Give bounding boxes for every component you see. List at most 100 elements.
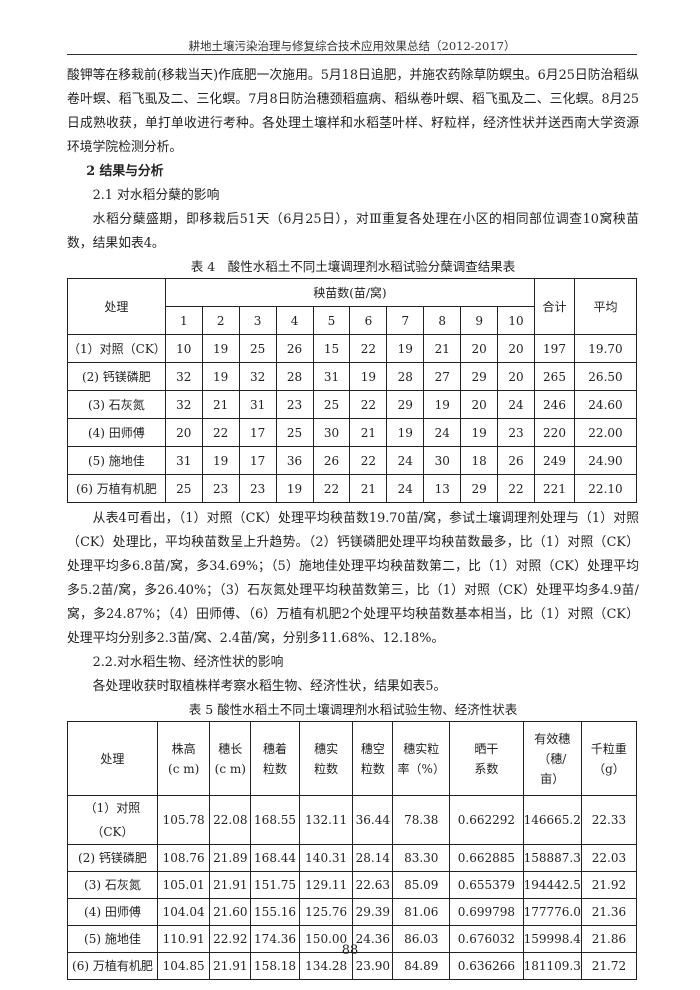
seedling-count: 32 [238, 362, 277, 391]
seedling-count: 17 [238, 418, 277, 447]
trait-value: 22.33 [580, 795, 638, 845]
trait-value: 129.11 [298, 871, 354, 899]
section-heading-results: 2 结果与分析 [86, 164, 164, 179]
trait-value: 22.08 [209, 795, 252, 845]
table5: 处理 株高 (c m) 穗长 (c m) 穗着 粒数 穗实 粒数 穗空 粒数 穗实粒 率（%） 晒干 系数有… [67, 721, 638, 980]
t4-subheader-2: 2 [201, 306, 240, 335]
t4-subheader-5: 5 [312, 306, 351, 335]
trait-value: 104.04 [156, 898, 211, 926]
row-average: 24.60 [573, 390, 638, 419]
table4: 处理 秧苗数(苗/窝) 合计 平均 1 2 3 4 5 6 7 8 9 10 （1）对照（CK） 1… [67, 278, 638, 503]
seedling-count: 23 [238, 474, 277, 503]
t5-header-7: 晒干 系数 [449, 721, 524, 796]
t4-header-total: 合计 [534, 278, 575, 335]
table4-caption: 表 4 酸性水稻土不同土壤调理剂水稻试验分蘖调查结果表 [190, 259, 516, 274]
t4-subheader-4: 4 [275, 306, 314, 335]
t5-header-line: 有效穗 [534, 731, 571, 746]
seedling-count: 24 [497, 390, 536, 419]
table-row: (4) 田师傅 104.04 21.60 155.16 125.76 29.39 81.06… [67, 898, 638, 926]
t5-header-line: 系数 [474, 761, 499, 776]
t5-header-line: 亩） [540, 771, 565, 786]
t5-header-line: 穗长 [218, 741, 243, 756]
trait-value: 21.89 [209, 844, 252, 872]
seedling-count: 19 [349, 362, 388, 391]
trait-value: 36.44 [352, 795, 394, 845]
seedling-count: 36 [275, 446, 314, 475]
trait-value: 181109.3 [522, 952, 582, 980]
trait-value: 23.90 [352, 952, 394, 980]
seedling-count: 32 [164, 362, 203, 391]
row-average: 24.90 [573, 446, 638, 475]
seedling-count: 22 [349, 446, 388, 475]
subsection-heading-tillering: 2.1 对水稻分蘖的影响 [92, 188, 220, 203]
trait-value: 21.92 [580, 871, 638, 899]
t5-header-6: 穗实粒率（%） [392, 721, 451, 796]
t5-header-line: 处理 [100, 751, 125, 766]
seedling-count: 24 [386, 474, 425, 503]
seedling-count: 19 [386, 334, 425, 363]
t5-header-line: 株高 [171, 741, 196, 756]
row-total: 220 [534, 418, 575, 447]
trait-value: 85.09 [392, 871, 451, 899]
seedling-count: 29 [386, 390, 425, 419]
table-row: (5) 施地佳 110.91 22.92 174.36 150.00 24.36 86.03… [67, 925, 638, 953]
trait-value: 22.03 [580, 844, 638, 872]
row-average: 22.00 [573, 418, 638, 447]
seedling-count: 20 [460, 390, 499, 419]
t4-subheader-9: 9 [460, 306, 499, 335]
seedling-count: 21 [349, 474, 388, 503]
seedling-count: 29 [460, 474, 499, 503]
table-row: (3) 石灰氮 105.01 21.91 151.75 129.11 22.63 85.09… [67, 871, 638, 899]
trait-value: 105.78 [156, 795, 211, 845]
row-total: 197 [534, 334, 575, 363]
running-header: 耕地土壤污染治理与修复综合技术应用效果总结（2012-2017） [188, 39, 516, 53]
t5-header-line: 率（%） [397, 761, 445, 776]
t5-header-1: 株高 (c m) [156, 721, 211, 796]
table-row: (5) 施地佳 31 19 17 36 26 22 24 30 18 26 249 24.90 [67, 446, 638, 475]
t5-header-2: 穗长 (c m) [209, 721, 252, 796]
trait-value: 108.76 [156, 844, 211, 872]
seedling-count: 10 [164, 334, 203, 363]
t5-header-line: 穗实粒 [403, 741, 440, 756]
t4-subheader-8: 8 [423, 306, 462, 335]
trait-value: 84.89 [392, 952, 451, 980]
trait-value: 83.30 [392, 844, 451, 872]
seedling-count: 21 [423, 334, 462, 363]
trait-value: 21.91 [209, 871, 252, 899]
trait-value: 0.676032 [449, 925, 524, 953]
seedling-count: 28 [275, 362, 314, 391]
seedling-count: 20 [460, 334, 499, 363]
table-row: （1）对照（CK） 105.78 22.08 168.55 132.11 36.44 78.… [67, 795, 638, 845]
paragraph-methods: 酸钾等在移栽前(移栽当天)作底肥一次施用。5月18日追肥，并施农药除草防螟虫。6… [67, 68, 639, 155]
trait-value: 146665.2 [522, 795, 582, 845]
trait-value: 151.75 [250, 871, 300, 899]
seedling-count: 20 [497, 362, 536, 391]
seedling-count: 26 [312, 446, 351, 475]
seedling-count: 31 [238, 390, 277, 419]
trait-value: 29.39 [352, 898, 394, 926]
t5-header-8: 有效穗 （穗/亩） [522, 721, 582, 796]
trait-value: 0.636266 [449, 952, 524, 980]
seedling-count: 25 [275, 418, 314, 447]
paragraph-traits: 各处理收获时取植株样考察水稻生物、经济性状，结果如表5。 [92, 679, 447, 694]
trait-value: 21.60 [209, 898, 252, 926]
t5-header-5: 穗空 粒数 [352, 721, 394, 796]
treatment-name: (3) 石灰氮 [67, 390, 166, 419]
treatment-name: (3) 石灰氮 [67, 871, 158, 899]
seedling-count: 31 [312, 362, 351, 391]
header-rule [67, 54, 637, 55]
row-total: 246 [534, 390, 575, 419]
table-row: (6) 万植有机肥 104.85 21.91 158.18 134.28 23.90 84.… [67, 952, 638, 980]
seedling-count: 22 [201, 418, 240, 447]
row-average: 26.50 [573, 362, 638, 391]
seedling-count: 24 [386, 446, 425, 475]
row-total: 265 [534, 362, 575, 391]
t4-subheader-7: 7 [386, 306, 425, 335]
seedling-count: 22 [497, 474, 536, 503]
t4-header-average: 平均 [573, 278, 638, 335]
trait-value: 0.655379 [449, 871, 524, 899]
t5-header-0: 处理 [67, 721, 158, 796]
trait-value: 22.63 [352, 871, 394, 899]
seedling-count: 25 [164, 474, 203, 503]
subsection-heading-traits: 2.2.对水稻生物、经济性状的影响 [92, 655, 284, 670]
